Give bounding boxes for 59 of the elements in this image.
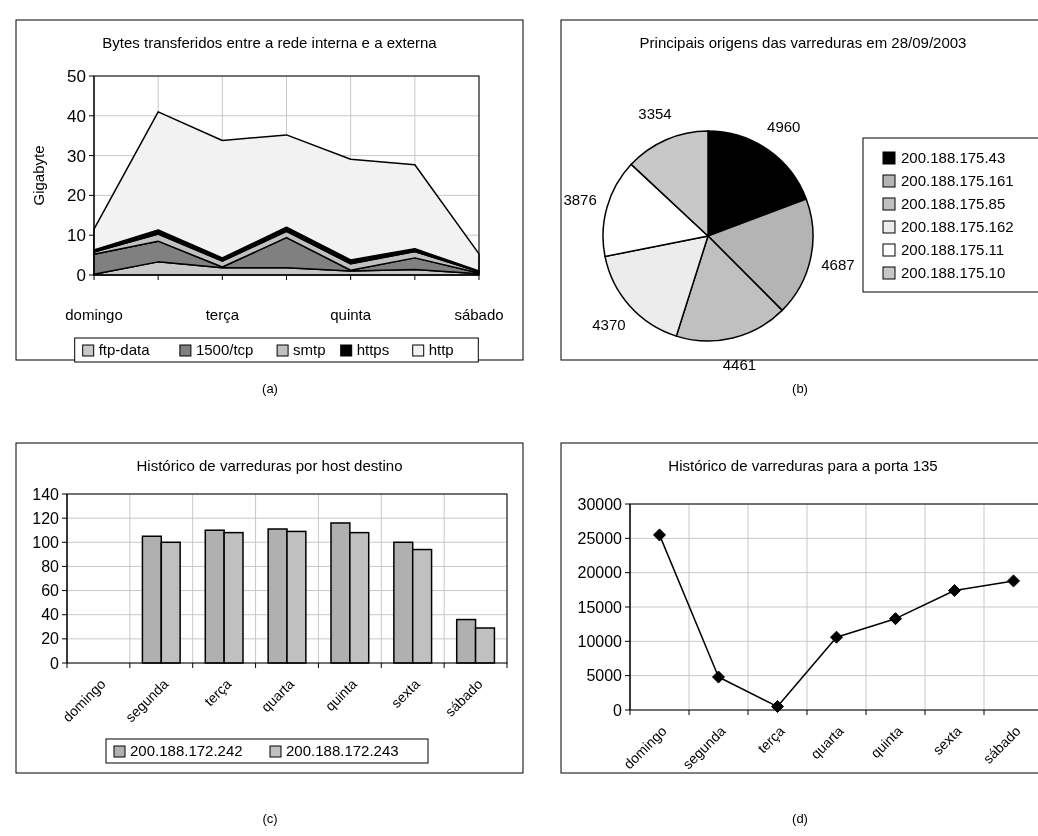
y-tick-label: 30	[67, 146, 86, 166]
y-tick-label: 20	[41, 630, 60, 648]
legend-label: 200.188.175.10	[901, 264, 1006, 281]
legend-label: 200.188.172.243	[286, 742, 399, 759]
legend-label: 200.188.175.162	[901, 218, 1014, 235]
data-label: 3876	[563, 190, 597, 208]
text: (c)	[262, 811, 278, 826]
chart-title: Bytes transferidos entre a rede interna e a externa	[102, 34, 438, 51]
legend-label: 200.188.175.161	[901, 172, 1014, 189]
legend-label: 1500/tcp	[195, 341, 254, 358]
chart-title: Histórico de varreduras para a porta 135	[668, 457, 938, 474]
data-label: 4960	[767, 117, 801, 135]
point	[948, 584, 961, 598]
legend-label: smtp	[293, 341, 326, 358]
y-tick-label: 80	[41, 558, 60, 576]
point	[653, 528, 666, 542]
y-tick-label: 40	[67, 106, 86, 126]
point	[712, 670, 725, 684]
legend-label: ftp-data	[98, 341, 151, 358]
y-tick-label: 25000	[577, 529, 623, 547]
y-tick-label: 50	[67, 66, 86, 86]
point	[830, 630, 843, 644]
y-tick-label: 0	[613, 701, 623, 719]
point	[1007, 574, 1020, 588]
chart-title: Principais origens das varreduras em 28/09/2003	[639, 34, 967, 51]
legend-label: https	[356, 341, 390, 358]
x-tick-label: terça	[205, 306, 240, 323]
data-label: 4687	[821, 255, 855, 273]
x-tick-label: sábado	[454, 306, 504, 323]
y-tick-label: 140	[32, 485, 60, 503]
text: (a)	[262, 381, 278, 396]
legend-label: 200.188.175.43	[901, 149, 1006, 166]
legend-label: 200.188.175.85	[901, 195, 1006, 212]
y-tick-label: 5000	[586, 667, 623, 685]
y-tick-label: 0	[76, 265, 86, 285]
data-label: 4461	[722, 356, 757, 374]
y-tick-label: 20	[67, 186, 86, 206]
y-tick-label: 10000	[577, 632, 623, 650]
text: (b)	[792, 381, 808, 396]
y-tick-label: 100	[32, 533, 60, 551]
y-tick-label: 20000	[577, 564, 623, 582]
y-tick-label: 30000	[577, 495, 623, 513]
legend-label: 200.188.172.242	[130, 742, 243, 759]
data-label: 4370	[592, 315, 626, 333]
data-label: 3354	[638, 105, 672, 123]
y-tick-label: 0	[50, 654, 60, 672]
x-tick-label: quinta	[330, 306, 372, 323]
y-tick-label: 10	[67, 226, 86, 246]
chart-title: Histórico de varreduras por host destino	[136, 457, 403, 474]
legend-label: 200.188.175.11	[901, 241, 1005, 258]
y-axis-title: Gigabyte	[30, 145, 47, 206]
y-tick-label: 60	[41, 582, 60, 600]
y-tick-label: 40	[41, 606, 60, 624]
legend-label: http	[428, 341, 454, 358]
point	[889, 612, 902, 626]
x-tick-label: domingo	[65, 306, 123, 323]
text: (d)	[792, 811, 808, 826]
y-tick-label: 120	[32, 509, 60, 527]
y-tick-label: 15000	[577, 598, 623, 616]
